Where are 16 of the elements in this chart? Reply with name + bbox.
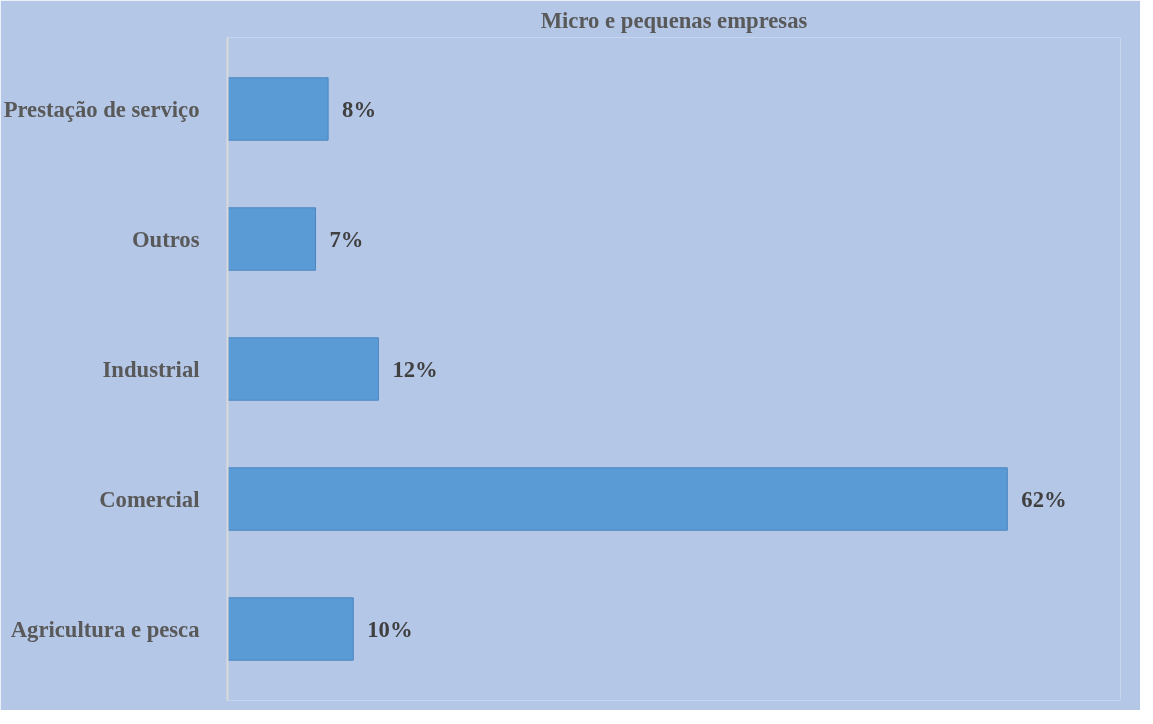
y-tick-label: Industrial	[102, 356, 200, 382]
bar	[227, 337, 379, 401]
data-label: 8%	[342, 96, 377, 122]
y-tick-label: Outros	[131, 226, 200, 252]
data-label: 10%	[367, 616, 413, 642]
bar	[227, 207, 317, 271]
bar	[227, 467, 1008, 531]
data-label: 7%	[329, 226, 364, 252]
y-tick-label: Agricultura e pesca	[10, 616, 200, 642]
data-label: 62%	[1021, 486, 1067, 512]
bar	[227, 77, 329, 141]
y-tick-label: Prestação de serviço	[3, 96, 200, 122]
bar	[227, 597, 354, 661]
y-tick-label: Comercial	[99, 486, 200, 512]
chart-title: Micro e pequenas empresas	[540, 7, 808, 33]
data-label: 12%	[392, 356, 438, 382]
